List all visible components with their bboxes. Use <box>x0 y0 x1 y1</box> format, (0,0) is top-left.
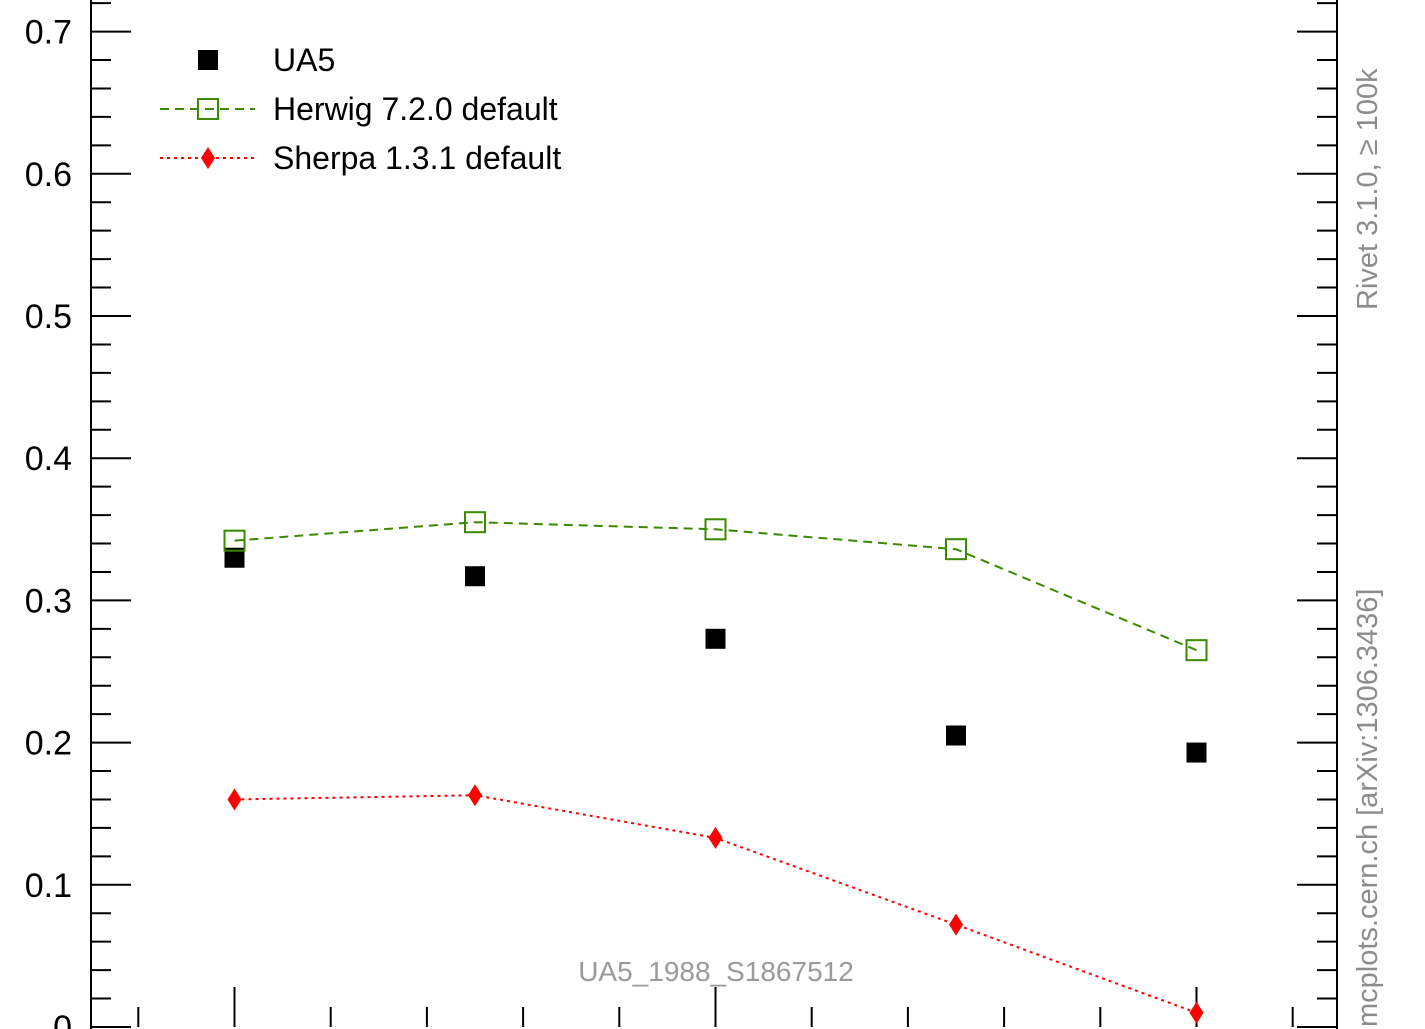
data-point <box>949 913 963 936</box>
legend-marker <box>198 50 218 70</box>
axis-ticks <box>91 2 1337 1028</box>
legend-marker <box>197 98 219 120</box>
legend-label: UA5 <box>273 42 335 78</box>
series-1 <box>223 511 1208 662</box>
data-point <box>223 529 246 552</box>
data-point <box>1186 742 1207 763</box>
legend-label: Sherpa 1.3.1 default <box>273 140 561 176</box>
data-point <box>708 826 723 849</box>
data-point <box>705 628 726 649</box>
data-point <box>1185 639 1208 662</box>
y-tick-label: 0.4 <box>25 440 72 478</box>
data-point <box>464 511 486 534</box>
data-series <box>223 511 1208 1024</box>
y-tick-label: 0.7 <box>25 14 72 52</box>
series-2 <box>227 784 1204 1024</box>
legend-entry: UA5 <box>198 42 335 78</box>
plot-frame <box>90 0 1338 1029</box>
data-point <box>704 518 727 541</box>
y-tick-label: 0 <box>53 1009 72 1029</box>
legend-label: Herwig 7.2.0 default <box>273 91 558 127</box>
data-point <box>468 784 482 807</box>
legend-entry: Sherpa 1.3.1 default <box>160 140 561 176</box>
legend-entry: Herwig 7.2.0 default <box>160 91 558 127</box>
legend-marker <box>201 147 215 169</box>
mcplots-reference-label: mcplots.cern.ch [arXiv:1306.3436] <box>1352 589 1384 1027</box>
rivet-version-label: Rivet 3.1.0, ≥ 100k <box>1352 68 1384 310</box>
series-0 <box>224 547 1207 763</box>
y-tick-label: 0.1 <box>25 867 72 905</box>
y-tick-label: 0.3 <box>25 582 72 620</box>
y-tick-labels: 0 0.1 0.2 0.3 0.4 0.5 0.6 0.7 <box>25 14 72 1029</box>
analysis-label: UA5_1988_S1867512 <box>578 956 854 987</box>
data-point <box>465 566 485 587</box>
data-point <box>1189 1001 1204 1024</box>
data-point <box>224 547 245 568</box>
series-line <box>234 521 1197 652</box>
legend: UA5 Herwig 7.2.0 default Sherpa 1.3.1 defa… <box>160 42 561 176</box>
data-point <box>227 788 242 811</box>
y-tick-label: 0.6 <box>25 156 72 194</box>
data-point <box>946 725 966 746</box>
data-point <box>945 538 967 561</box>
y-tick-label: 0.5 <box>25 298 72 336</box>
y-tick-label: 0.2 <box>25 725 72 763</box>
